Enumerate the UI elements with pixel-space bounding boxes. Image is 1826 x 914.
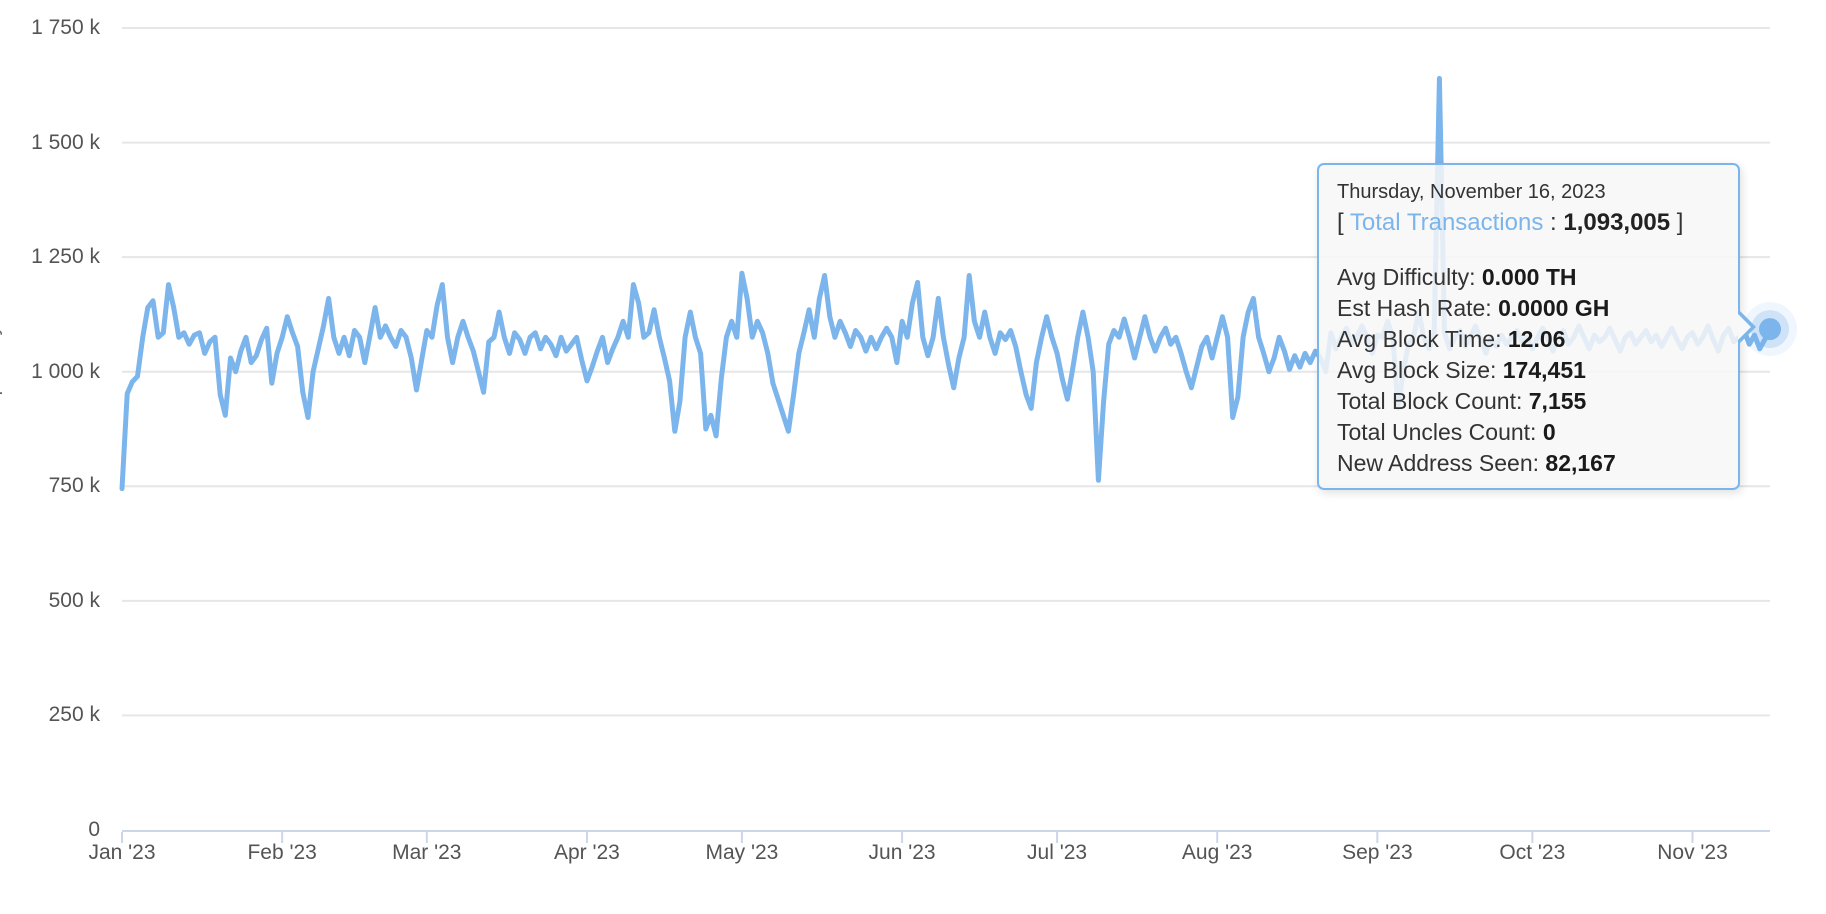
x-axis-tick-label: Feb '23 <box>247 841 317 864</box>
tooltip-stat-row: Total Uncles Count: 0 <box>1337 417 1720 448</box>
tooltip-separator: : <box>1543 209 1564 236</box>
tooltip-stat-label: Avg Block Time: <box>1337 326 1508 352</box>
tooltip-stat-label: Total Block Count: <box>1337 388 1529 414</box>
y-axis-tick-label: 1 500 k <box>31 130 100 154</box>
tooltip-stat-label: Total Uncles Count: <box>1337 419 1543 445</box>
x-axis-tick-label: May '23 <box>705 841 779 864</box>
x-axis-tick-label: Jul '23 <box>1027 841 1088 864</box>
x-axis-tick-label: Oct '23 <box>1499 841 1566 864</box>
tooltip-stat-value: 0.0000 GH <box>1498 295 1610 321</box>
y-axis-tick-label: 1 250 k <box>31 245 100 269</box>
last-point-marker[interactable] <box>1759 318 1781 341</box>
tooltip-stat-row: Avg Block Size: 174,451 <box>1337 355 1720 386</box>
tooltip-stat-value: 82,167 <box>1545 450 1616 476</box>
tooltip-stat-value: 12.06 <box>1507 326 1566 352</box>
y-axis-tick-label: 750 k <box>48 474 100 498</box>
tooltip-stat-value: 0.000 TH <box>1481 264 1577 290</box>
tooltip-stat-value: 174,451 <box>1502 357 1586 383</box>
tooltip-stat-row: New Address Seen: 82,167 <box>1337 448 1720 479</box>
tooltip-series-row: [ Total Transactions : 1,093,005 ] <box>1337 207 1720 239</box>
tooltip-series-value: 1,093,005 <box>1563 209 1671 236</box>
tooltip-spacer <box>1337 239 1720 262</box>
tooltip-stat-value: 0 <box>1542 419 1556 445</box>
tooltip-open-bracket: [ <box>1337 209 1350 236</box>
tooltip-stat-label: Avg Block Size: <box>1337 357 1503 383</box>
x-axis-tick-label: Jan '23 <box>88 841 156 864</box>
tooltip-stat-value: 7,155 <box>1528 388 1587 414</box>
x-axis-tick-label: Apr '23 <box>553 841 620 864</box>
tooltip-stat-label: Avg Difficulty: <box>1337 264 1482 290</box>
tooltip-stat-row: Est Hash Rate: 0.0000 GH <box>1337 293 1720 324</box>
chart-tooltip: Thursday, November 16, 2023 [ Total Tran… <box>1317 163 1756 490</box>
y-axis-tick-label: 500 k <box>48 588 100 612</box>
tooltip-callout-arrow-fill <box>1738 314 1751 340</box>
y-axis-tick-label: 1 750 k <box>31 16 100 39</box>
tooltip-close-bracket: ] <box>1670 209 1684 236</box>
tooltip-stat-row: Avg Difficulty: 0.000 TH <box>1337 262 1720 293</box>
x-axis-tick-label: Aug '23 <box>1181 841 1253 864</box>
tooltip-stat-row: Avg Block Time: 12.06 <box>1337 324 1720 355</box>
tooltip-stat-row: Total Block Count: 7,155 <box>1337 386 1720 417</box>
x-axis-tick-label: Jun '23 <box>868 841 936 864</box>
y-axis-tick-label: 250 k <box>48 703 100 727</box>
y-axis-tick-label: 0 <box>88 818 100 841</box>
y-axis-tick-label: 1 000 k <box>31 359 100 383</box>
x-axis-tick-label: Mar '23 <box>392 841 462 864</box>
x-axis-tick-label: Nov '23 <box>1657 841 1728 864</box>
tooltip-date: Thursday, November 16, 2023 <box>1337 181 1606 203</box>
tooltip-stat-label: New Address Seen: <box>1337 450 1546 476</box>
tooltip-stat-label: Est Hash Rate: <box>1337 295 1499 321</box>
x-axis-tick-label: Sep '23 <box>1342 841 1413 864</box>
tooltip-series-name: Total Transactions <box>1349 209 1544 236</box>
